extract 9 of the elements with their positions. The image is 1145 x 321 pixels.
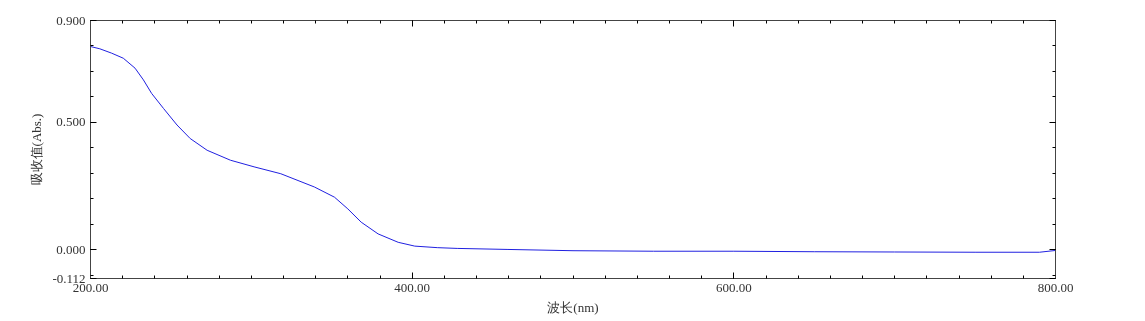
y-axis-title: 吸收值(Abs.)	[29, 113, 45, 186]
y-tick-label: 0.900	[56, 12, 86, 28]
y-tick-label: 0.000	[56, 241, 86, 257]
line-series	[90, 46, 1056, 253]
x-tick-label: 800.00	[1037, 279, 1074, 295]
x-tick-label: 400.00	[394, 279, 431, 295]
x-tick-label: 600.00	[715, 279, 752, 295]
y-tick-label: 0.500	[56, 114, 86, 130]
x-axis-title: 波长(nm)	[547, 299, 599, 315]
